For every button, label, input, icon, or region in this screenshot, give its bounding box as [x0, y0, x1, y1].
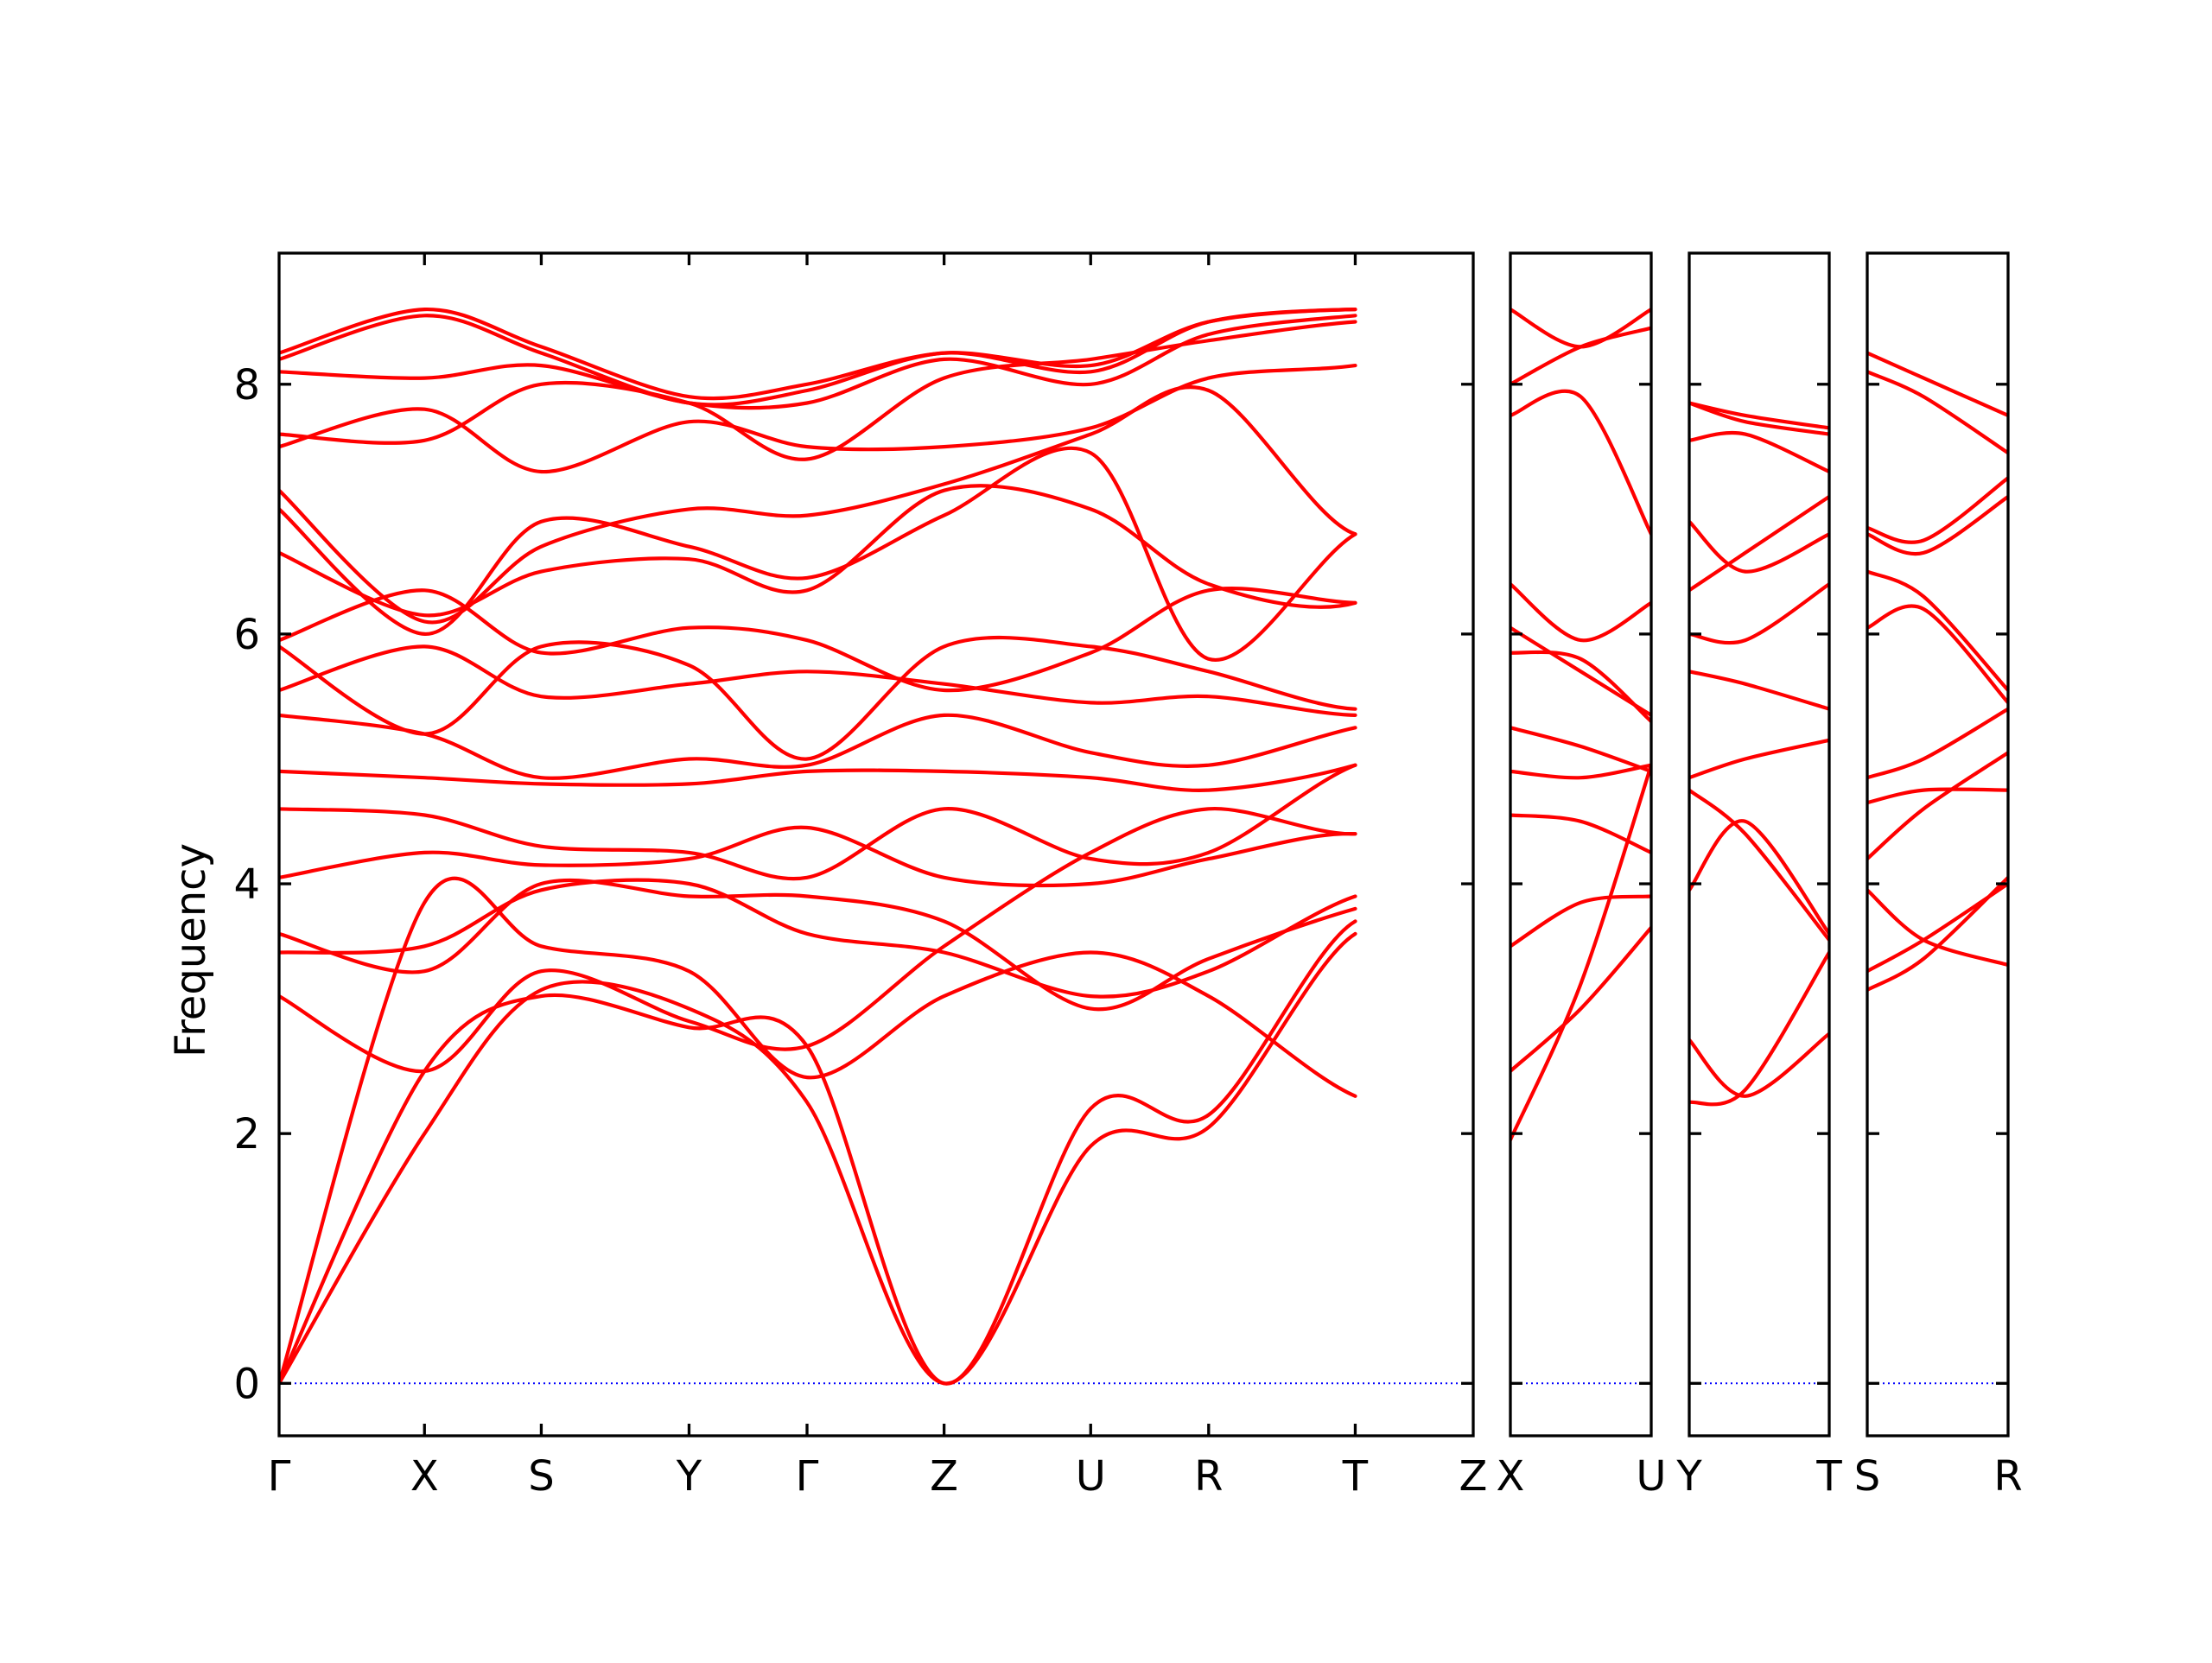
band-11 — [1510, 326, 1651, 386]
band-11 — [1867, 370, 2008, 455]
band-8 — [279, 763, 1357, 881]
band-8 — [1689, 494, 1829, 593]
band-6 — [1689, 670, 1829, 711]
band-21 — [279, 307, 1357, 401]
panel-frame — [1866, 251, 2010, 1438]
y-tick-label: 8 — [233, 361, 260, 409]
band-5 — [1867, 787, 2008, 805]
band-6 — [1510, 726, 1651, 773]
band-10 — [1867, 476, 2008, 544]
y-axis-label: Frequency — [167, 843, 215, 1057]
band-2 — [1510, 925, 1651, 1073]
band-4 — [279, 878, 1357, 1012]
band-1 — [1510, 763, 1651, 1142]
panel-frame — [277, 251, 1475, 1438]
band-8 — [1867, 569, 2008, 693]
y-tick-label: 4 — [233, 860, 260, 909]
band-group — [279, 307, 1357, 1386]
band-12 — [1689, 401, 1829, 430]
panel-frame — [1688, 251, 1831, 1438]
x-tick-label: R — [1993, 1452, 2022, 1501]
x-tick-label: S — [528, 1452, 554, 1501]
band-8 — [1510, 625, 1651, 717]
band-1 — [1689, 950, 1829, 1107]
band-1 — [1867, 875, 2008, 992]
band-3 — [279, 931, 1357, 1386]
band-6 — [279, 807, 1357, 1074]
band-16 — [279, 384, 1357, 625]
band-7 — [279, 825, 1357, 888]
band-2 — [279, 919, 1357, 1386]
band-10 — [279, 713, 1357, 780]
x-tick-label: U — [1076, 1452, 1106, 1501]
band-5 — [1510, 763, 1651, 780]
y-tick-label: 6 — [233, 611, 260, 659]
band-group — [1689, 401, 1829, 1107]
band-6 — [1867, 707, 2008, 780]
band-4 — [1867, 751, 2008, 861]
band-12 — [1867, 351, 2008, 417]
band-13 — [279, 587, 1357, 693]
band-12 — [1510, 308, 1651, 349]
band-5 — [1689, 738, 1829, 780]
band-group — [1867, 351, 2008, 992]
band-4 — [1689, 788, 1829, 943]
x-tick-label: T — [1342, 1452, 1369, 1501]
panel-1: Γ X S Y Γ Z U R T Z 0 2 4 6 8 — [233, 251, 1488, 1501]
band-12 — [279, 635, 1357, 761]
x-tick-label: Y — [1675, 1452, 1702, 1501]
x-tick-label: X — [410, 1452, 439, 1501]
band-17 — [279, 364, 1357, 474]
x-tick-label: X — [1497, 1452, 1525, 1501]
x-tick-label: S — [1854, 1452, 1880, 1501]
x-tick-label: Z — [1459, 1452, 1488, 1501]
band-11 — [279, 644, 1357, 717]
band-14 — [279, 484, 1357, 618]
band-7 — [1867, 604, 2008, 705]
band-10 — [1510, 389, 1651, 536]
x-tick-label: Γ — [268, 1452, 291, 1501]
band-2 — [1689, 1031, 1829, 1098]
band-3 — [1867, 888, 2008, 968]
x-tick-label: Γ — [796, 1452, 819, 1501]
band-9 — [1510, 582, 1651, 643]
band-15 — [279, 446, 1357, 663]
band-10 — [1689, 430, 1829, 474]
x-tick-label: T — [1815, 1452, 1842, 1501]
band-7 — [1510, 650, 1651, 724]
band-19 — [279, 314, 1357, 410]
band-5 — [279, 878, 1357, 999]
band-9 — [1689, 519, 1829, 574]
y-tick-label: 2 — [233, 1110, 260, 1158]
band-3 — [1510, 894, 1651, 949]
band-3 — [1689, 819, 1829, 936]
band-1 — [279, 876, 1357, 1386]
x-tick-label: Y — [676, 1452, 702, 1501]
band-7 — [1689, 582, 1829, 645]
panel-frame — [1509, 251, 1653, 1438]
x-tick-label: Z — [930, 1452, 958, 1501]
band-18 — [279, 320, 1357, 461]
band-group — [1510, 308, 1651, 1142]
x-tick-label: R — [1194, 1452, 1223, 1501]
band-9 — [1867, 494, 2008, 556]
y-tick-label: 0 — [233, 1360, 260, 1408]
x-tick-label: U — [1636, 1452, 1666, 1501]
band-4 — [1510, 813, 1651, 854]
band-9 — [279, 763, 1357, 792]
band-20 — [279, 308, 1357, 407]
